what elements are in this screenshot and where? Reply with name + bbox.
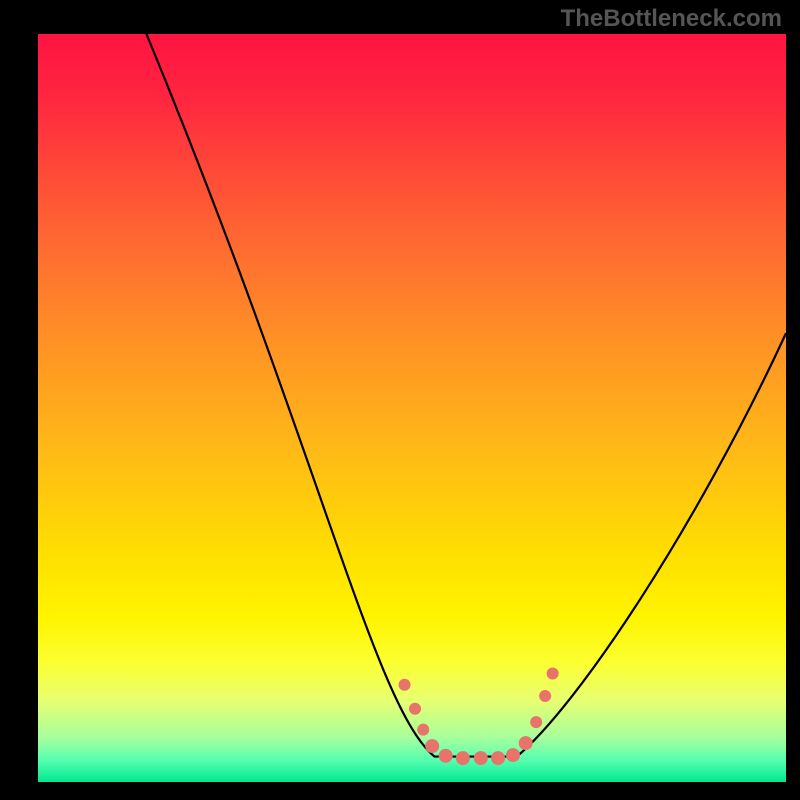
marker [539,690,551,702]
marker [425,739,439,753]
marker [439,749,453,763]
marker [409,703,421,715]
marker [519,736,533,750]
plot-area [38,34,786,782]
marker [530,716,542,728]
marker [474,751,488,765]
marker [456,751,470,765]
marker [547,668,559,680]
marker [506,748,520,762]
bottleneck-chart: TheBottleneck.com [0,0,800,800]
watermark-text: TheBottleneck.com [561,5,782,32]
marker [417,724,429,736]
marker [491,751,505,765]
marker [399,679,411,691]
